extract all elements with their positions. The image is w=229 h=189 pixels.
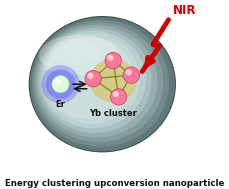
Circle shape [125, 69, 131, 75]
Ellipse shape [43, 34, 139, 124]
Circle shape [54, 78, 61, 85]
Circle shape [46, 69, 75, 99]
Circle shape [41, 65, 79, 103]
Circle shape [85, 70, 101, 87]
Ellipse shape [30, 17, 174, 151]
Circle shape [87, 73, 93, 79]
Ellipse shape [40, 31, 145, 128]
Ellipse shape [32, 20, 168, 147]
Ellipse shape [39, 35, 118, 75]
Ellipse shape [49, 39, 100, 64]
Circle shape [112, 91, 118, 97]
Text: NIR: NIR [172, 4, 196, 17]
Ellipse shape [38, 28, 151, 133]
Circle shape [110, 89, 126, 105]
Text: Energy clustering upconversion nanoparticle: Energy clustering upconversion nanoparti… [5, 179, 224, 188]
Text: Yb cluster: Yb cluster [89, 109, 136, 118]
Ellipse shape [34, 23, 163, 142]
Ellipse shape [36, 25, 157, 138]
Ellipse shape [30, 17, 174, 151]
Ellipse shape [89, 59, 136, 102]
Circle shape [107, 55, 113, 61]
Circle shape [123, 67, 139, 83]
Circle shape [52, 75, 69, 93]
Text: Er: Er [55, 100, 65, 109]
Ellipse shape [45, 36, 134, 119]
Circle shape [105, 52, 121, 69]
